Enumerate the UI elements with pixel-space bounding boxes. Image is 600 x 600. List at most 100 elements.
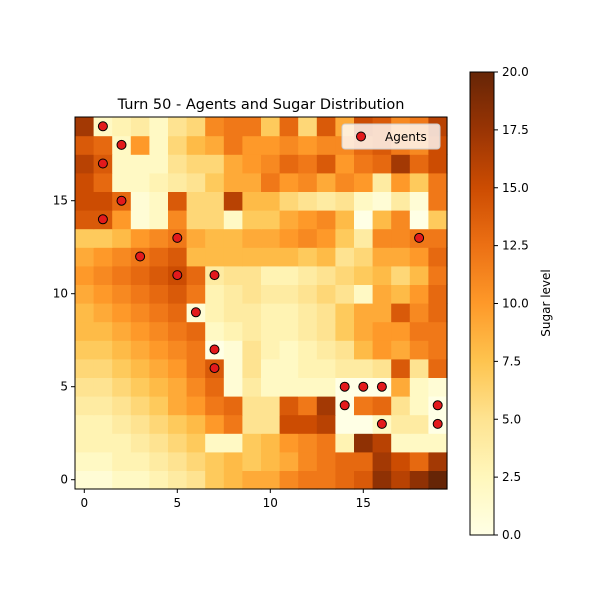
heatmap-cell (242, 284, 262, 304)
heatmap-cell (168, 321, 188, 341)
heatmap-cell (130, 340, 150, 360)
heatmap-cell (335, 321, 355, 341)
heatmap-cell (93, 451, 113, 471)
y-tick-label: 0 (60, 473, 68, 487)
heatmap-cell (149, 154, 169, 174)
heatmap-cell (428, 451, 448, 471)
heatmap-cell (186, 470, 206, 490)
heatmap-cell (112, 321, 132, 341)
heatmap-cell (279, 303, 299, 323)
colorbar-tick-label: 17.5 (502, 123, 529, 137)
heatmap-cell (298, 247, 318, 267)
heatmap-cell (112, 470, 132, 490)
heatmap-cell (354, 396, 374, 416)
heatmap-cell (335, 414, 355, 434)
agent-marker (339, 381, 350, 392)
heatmap-cell (279, 135, 299, 155)
heatmap-cell (279, 154, 299, 174)
heatmap-cell (242, 135, 262, 155)
heatmap-cell (354, 321, 374, 341)
heatmap-cell (242, 210, 262, 230)
heatmap-cell (75, 247, 95, 267)
heatmap-cell (130, 191, 150, 211)
heatmap-cell (168, 154, 188, 174)
heatmap-cell (93, 303, 113, 323)
x-tick-label: 10 (263, 496, 278, 510)
y-tick-label: 5 (60, 380, 68, 394)
heatmap-cell (205, 433, 225, 453)
heatmap-cell (205, 303, 225, 323)
heatmap-cell (298, 358, 318, 378)
heatmap-cell (428, 340, 448, 360)
heatmap-cell (75, 377, 95, 397)
heatmap-cell (316, 172, 336, 192)
heatmap-cell (261, 470, 281, 490)
heatmap-cell (279, 321, 299, 341)
heatmap-cell (130, 117, 150, 137)
heatmap-cell (409, 284, 429, 304)
heatmap-cell (149, 414, 169, 434)
heatmap-cell (428, 358, 448, 378)
legend-agent-marker (356, 131, 366, 142)
x-tick-label: 15 (356, 496, 371, 510)
heatmap-cell (223, 470, 243, 490)
heatmap-cell (298, 433, 318, 453)
heatmap-cell (168, 210, 188, 230)
heatmap-cell (428, 265, 448, 285)
legend-label: Agents (385, 130, 427, 144)
heatmap-cell (130, 414, 150, 434)
heatmap-cell (354, 247, 374, 267)
heatmap-cell (316, 414, 336, 434)
heatmap-cell (186, 284, 206, 304)
heatmap-cell (354, 470, 374, 490)
heatmap-cell (261, 265, 281, 285)
heatmap-cell (242, 154, 262, 174)
x-tick-label: 0 (80, 496, 88, 510)
heatmap-cell (186, 451, 206, 471)
heatmap-cell (75, 210, 95, 230)
heatmap-cell (242, 358, 262, 378)
colorbar-tick-label: 7.5 (502, 354, 521, 368)
heatmap-cell (391, 414, 411, 434)
heatmap-cell (242, 340, 262, 360)
heatmap-cell (261, 117, 281, 137)
heatmap-cell (428, 377, 448, 397)
heatmap-cell (242, 433, 262, 453)
heatmap-cell (130, 265, 150, 285)
heatmap-cell (75, 470, 95, 490)
heatmap-cell (261, 172, 281, 192)
heatmap-cell (112, 396, 132, 416)
heatmap-cell (186, 340, 206, 360)
heatmap-cell (409, 172, 429, 192)
heatmap-cell (354, 451, 374, 471)
heatmap-cell (223, 414, 243, 434)
heatmap-cell (223, 210, 243, 230)
heatmap-cell (223, 451, 243, 471)
heatmap-cell (75, 228, 95, 248)
heatmap-cell (261, 247, 281, 267)
heatmap-cell (75, 358, 95, 378)
colorbar-tick-label: 12.5 (502, 239, 529, 253)
heatmap-cell (372, 303, 392, 323)
heatmap-cell (391, 191, 411, 211)
colorbar-ticks: 0.0 2.5 5.0 7.5 10.0 12.5 15.0 17.5 20.0 (494, 65, 529, 542)
heatmap-cell (316, 321, 336, 341)
heatmap-cell (223, 247, 243, 267)
heatmap-cell (168, 377, 188, 397)
heatmap-cell (298, 117, 318, 137)
heatmap-cell (391, 396, 411, 416)
heatmap-cell (372, 265, 392, 285)
heatmap-cell (149, 247, 169, 267)
agent-marker (172, 232, 183, 243)
heatmap-cell (130, 154, 150, 174)
heatmap-cell (372, 340, 392, 360)
x-tick-label: 5 (173, 496, 181, 510)
heatmap-cell (391, 451, 411, 471)
agent-marker (209, 270, 220, 281)
heatmap-cell (75, 284, 95, 304)
heatmap-cell (261, 303, 281, 323)
heatmap-cell (130, 284, 150, 304)
heatmap-cell (130, 172, 150, 192)
heatmap-cell (279, 451, 299, 471)
heatmap-cell (93, 396, 113, 416)
